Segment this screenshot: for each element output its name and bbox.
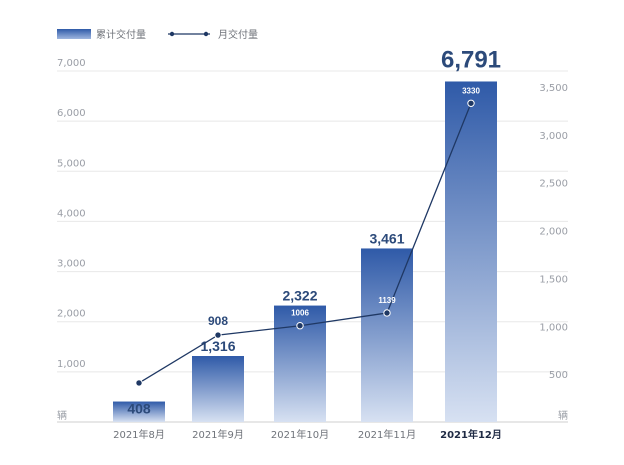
bar-series: 408 1,316 2,322 3,461 6,791: [113, 46, 501, 422]
y-right-tick-label: 2,000: [539, 227, 568, 238]
y-right-tick-label: 1,500: [539, 274, 568, 285]
bar-value-label: 6,791: [441, 46, 501, 73]
line-point: [135, 379, 143, 387]
bar: [361, 248, 413, 422]
bar: [192, 356, 244, 422]
line-value-label: 1006: [291, 309, 309, 318]
y-left-tick-label: 1,000: [57, 359, 86, 370]
line-point: [383, 309, 391, 317]
x-tick-label: 2021年9月: [192, 428, 244, 441]
x-tick-label: 2021年11月: [358, 428, 416, 441]
x-axis: 2021年8月 2021年9月 2021年10月 2021年11月 2021年12月: [113, 428, 502, 441]
legend-bar-swatch: [57, 29, 91, 39]
bar-value-label: 1,316: [200, 338, 235, 354]
x-tick-label: 2021年8月: [113, 428, 165, 441]
y-left-tick-label: 3,000: [57, 259, 86, 270]
y-right-tick-label: 3,500: [539, 83, 568, 94]
y-right-unit: 辆: [558, 409, 568, 422]
y-right-tick-label: 500: [549, 370, 568, 381]
legend-line-label: 月交付量: [218, 28, 258, 41]
line-value-label: 908: [208, 314, 228, 328]
bar-value-label: 3,461: [369, 230, 404, 246]
y-left-tick-label: 2,000: [57, 309, 86, 320]
line-point: [467, 99, 475, 107]
bar: [113, 401, 165, 422]
bar-value-label: 408: [127, 401, 151, 417]
legend-bar-label: 累计交付量: [96, 28, 146, 41]
y-left-tick-label: 7,000: [57, 58, 86, 69]
y-left-unit: 辆: [57, 409, 67, 422]
legend: 累计交付量 月交付量: [57, 28, 258, 41]
y-left-tick-label: 6,000: [57, 108, 86, 119]
line-series: 908 1006 1139 3330: [135, 86, 480, 387]
bar: [445, 81, 497, 422]
line-value-label: 1139: [378, 296, 396, 305]
y-left-tick-label: 4,000: [57, 208, 86, 219]
line-point: [214, 331, 222, 339]
x-tick-label: 2021年12月: [440, 428, 502, 441]
y-axis-left: 1,000 2,000 3,000 4,000 5,000 6,000 7,000 辆: [57, 58, 86, 422]
bar-value-label: 2,322: [282, 288, 317, 304]
y-right-tick-label: 1,000: [539, 322, 568, 333]
x-tick-label: 2021年10月: [271, 428, 329, 441]
legend-line-dot-right: [203, 31, 209, 37]
y-right-tick-label: 3,000: [539, 131, 568, 142]
y-right-tick-label: 2,500: [539, 179, 568, 190]
line-value-label: 3330: [462, 86, 480, 95]
line-point: [296, 322, 304, 330]
y-axis-right: 500 1,000 1,500 2,000 2,500 3,000 3,500 辆: [539, 83, 568, 422]
legend-line-dot-left: [169, 31, 175, 37]
y-left-tick-label: 5,000: [57, 158, 86, 169]
